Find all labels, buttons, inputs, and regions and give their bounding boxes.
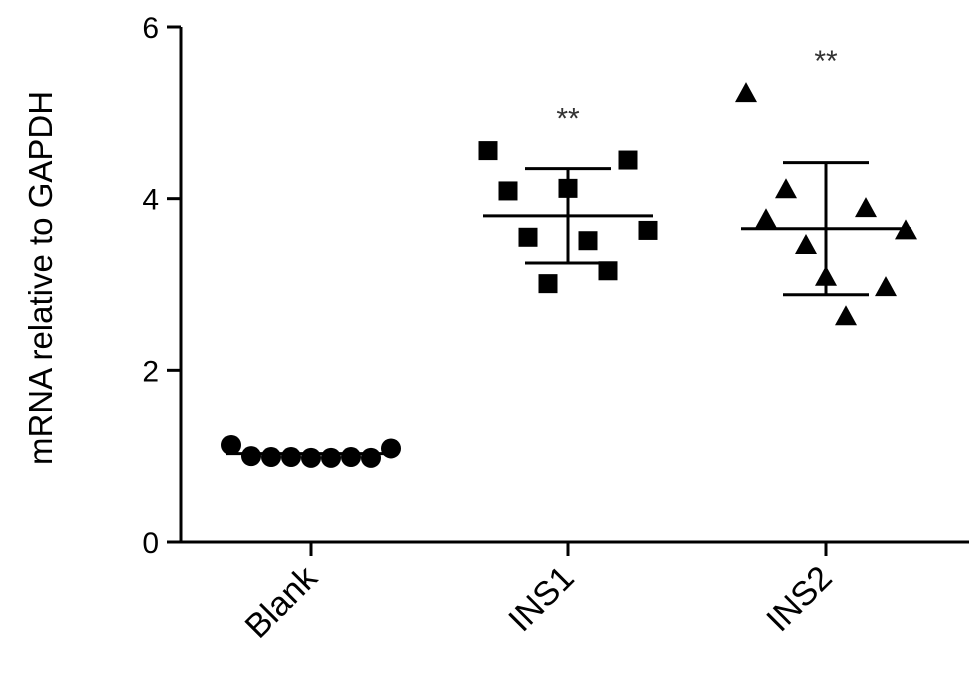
- x-tick-label: Blank: [238, 558, 326, 646]
- data-point: [361, 447, 381, 468]
- data-point: [381, 438, 401, 459]
- data-point: [321, 447, 341, 468]
- data-point: [261, 447, 281, 468]
- data-point: [241, 446, 261, 467]
- data-point: [638, 220, 658, 240]
- data-point: [755, 208, 777, 229]
- significance-label: **: [556, 103, 580, 136]
- x-tick-label: INS2: [759, 559, 839, 639]
- data-point: [538, 274, 558, 294]
- data-point: [835, 305, 857, 326]
- data-point: [735, 82, 757, 103]
- data-point: [221, 435, 241, 456]
- data-point: [518, 227, 538, 247]
- data-point: [775, 178, 797, 199]
- data-point: [875, 276, 897, 297]
- axes: [167, 25, 969, 556]
- data-point: [478, 141, 498, 161]
- y-tick-label: 4: [142, 184, 159, 217]
- data-point: [578, 231, 598, 251]
- data-point: [855, 197, 877, 218]
- data-point: [795, 234, 817, 255]
- y-tick-label: 2: [142, 355, 159, 388]
- significance-label: **: [814, 45, 838, 78]
- data-point: [618, 150, 638, 170]
- y-axis-title: mRNA relative to GAPDH: [22, 91, 59, 465]
- y-tick-label: 0: [142, 527, 159, 560]
- data-point: [341, 447, 361, 468]
- y-tick-label: 6: [142, 12, 159, 45]
- data-marks: [221, 82, 917, 468]
- data-point: [598, 261, 618, 281]
- data-point: [281, 447, 301, 468]
- labels: 0 2 4 6 Blank INS1 INS2 ** **: [142, 12, 839, 646]
- data-point: [301, 447, 321, 468]
- data-point: [498, 181, 518, 201]
- x-tick-label: INS1: [501, 559, 581, 639]
